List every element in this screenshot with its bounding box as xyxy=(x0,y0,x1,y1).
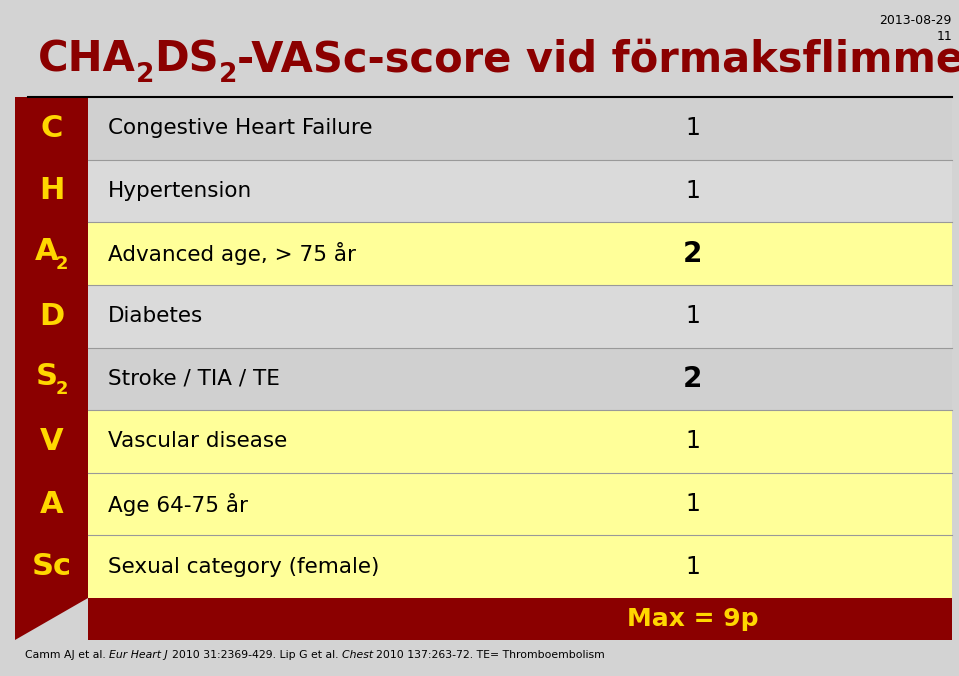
Bar xyxy=(88,97,952,160)
Text: Sexual category (female): Sexual category (female) xyxy=(108,557,380,577)
Text: 2: 2 xyxy=(56,380,68,397)
Text: Stroke / TIA / TE: Stroke / TIA / TE xyxy=(108,369,280,389)
Text: 1: 1 xyxy=(686,304,700,328)
Bar xyxy=(15,410,88,473)
Bar xyxy=(15,347,88,410)
Text: 1: 1 xyxy=(686,492,700,516)
Text: 11: 11 xyxy=(936,30,952,43)
Text: H: H xyxy=(38,176,64,206)
Bar xyxy=(88,410,952,598)
Text: Eur Heart J: Eur Heart J xyxy=(109,650,172,660)
Bar xyxy=(15,535,88,598)
Text: 2: 2 xyxy=(219,62,237,88)
Text: 1: 1 xyxy=(686,179,700,203)
Text: S: S xyxy=(35,362,58,391)
Bar xyxy=(88,222,952,285)
Bar xyxy=(15,160,88,222)
Text: 2: 2 xyxy=(683,365,703,393)
Bar xyxy=(88,160,952,222)
Bar xyxy=(88,347,952,410)
Text: V: V xyxy=(39,427,63,456)
Text: Congestive Heart Failure: Congestive Heart Failure xyxy=(108,118,372,139)
Text: CHA: CHA xyxy=(38,39,136,81)
Text: Hypertension: Hypertension xyxy=(108,181,252,201)
Text: Chest: Chest xyxy=(341,650,376,660)
Text: 1: 1 xyxy=(686,116,700,141)
Text: A: A xyxy=(35,237,58,266)
Text: 2010 31:2369-429. Lip G et al.: 2010 31:2369-429. Lip G et al. xyxy=(172,650,341,660)
Text: Max = 9p: Max = 9p xyxy=(627,607,759,631)
Text: C: C xyxy=(40,114,62,143)
Text: 1: 1 xyxy=(686,555,700,579)
Text: -VASc-score vid förmaksflimmer: -VASc-score vid förmaksflimmer xyxy=(237,39,959,81)
Text: Age 64-75 år: Age 64-75 år xyxy=(108,493,248,516)
Text: Diabetes: Diabetes xyxy=(108,306,203,327)
Text: Sc: Sc xyxy=(32,552,72,581)
Bar xyxy=(88,285,952,347)
Text: 2: 2 xyxy=(56,255,68,272)
Text: 2: 2 xyxy=(136,62,154,88)
Polygon shape xyxy=(15,598,88,640)
Bar xyxy=(15,598,952,640)
Bar xyxy=(15,473,88,535)
Text: Vascular disease: Vascular disease xyxy=(108,431,288,452)
Bar xyxy=(15,285,88,347)
Text: 2: 2 xyxy=(683,239,703,268)
Text: D: D xyxy=(39,301,64,331)
Text: 2010 137:263-72. TE= Thromboembolism: 2010 137:263-72. TE= Thromboembolism xyxy=(376,650,605,660)
Text: DS: DS xyxy=(154,39,219,81)
Text: Camm AJ et al.: Camm AJ et al. xyxy=(25,650,109,660)
Bar xyxy=(15,97,88,160)
Text: 1: 1 xyxy=(686,429,700,454)
Text: 2013-08-29: 2013-08-29 xyxy=(879,14,952,27)
Bar xyxy=(15,222,88,285)
Text: Advanced age, > 75 år: Advanced age, > 75 år xyxy=(108,242,356,265)
Text: A: A xyxy=(39,489,63,518)
